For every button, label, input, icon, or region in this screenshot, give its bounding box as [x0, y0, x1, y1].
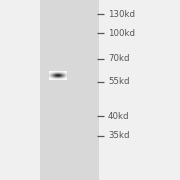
Text: 35kd: 35kd — [108, 131, 129, 140]
Bar — [40, 0, 99, 180]
Text: 130kd: 130kd — [108, 10, 135, 19]
Text: 70kd: 70kd — [108, 54, 129, 63]
Text: 100kd: 100kd — [108, 29, 135, 38]
Text: 55kd: 55kd — [108, 77, 129, 86]
Text: 40kd: 40kd — [108, 112, 129, 121]
